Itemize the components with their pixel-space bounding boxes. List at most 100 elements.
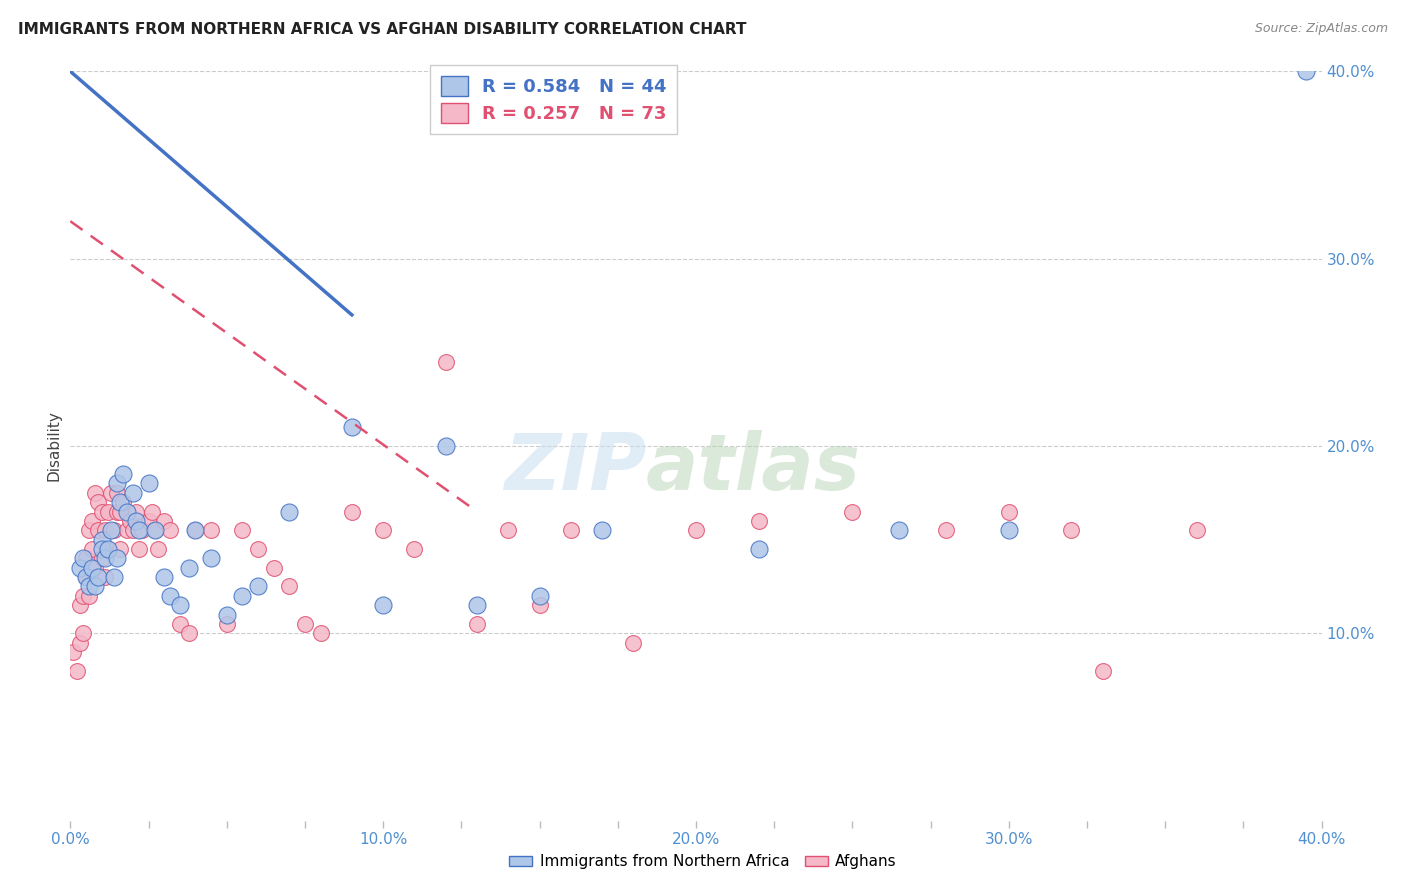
Point (77, 580, 100, 594)
Point (110, 495, 132, 509)
Point (215, 617, 238, 632)
Point (90, 551, 112, 566)
Point (179, 561, 201, 575)
Point (179, 626, 201, 640)
Point (1060, 524, 1083, 538)
Legend: R = 0.584   N = 44, R = 0.257   N = 73: R = 0.584 N = 44, R = 0.257 N = 73 (430, 65, 678, 134)
Point (87, 524, 110, 538)
Point (294, 617, 316, 632)
Point (97, 505, 120, 519)
Text: Source: ZipAtlas.com: Source: ZipAtlas.com (1254, 22, 1388, 36)
Point (997, 505, 1019, 519)
Point (465, 599, 488, 613)
Point (84, 580, 107, 594)
Point (112, 467, 135, 482)
Point (72, 551, 94, 566)
Point (115, 505, 138, 519)
Point (97, 542, 120, 557)
Text: IMMIGRANTS FROM NORTHERN AFRICA VS AFGHAN DISABILITY CORRELATION CHART: IMMIGRANTS FROM NORTHERN AFRICA VS AFGHA… (18, 22, 747, 37)
Point (82, 514, 104, 528)
Point (200, 551, 222, 566)
Point (184, 524, 207, 538)
Point (247, 580, 270, 594)
Point (621, 635, 644, 649)
Point (105, 551, 128, 566)
Point (128, 542, 150, 557)
Point (121, 524, 145, 538)
Point (90, 505, 112, 519)
Point (200, 524, 222, 538)
Point (371, 599, 394, 613)
Point (141, 505, 163, 519)
Point (75, 570, 97, 584)
Point (143, 524, 166, 538)
Point (169, 617, 191, 632)
Point (82, 561, 104, 575)
Point (591, 524, 613, 538)
Point (529, 599, 551, 613)
Point (131, 524, 153, 538)
Point (72, 589, 94, 603)
Point (748, 514, 770, 528)
Legend: Immigrants from Northern Africa, Afghans: Immigrants from Northern Africa, Afghans (503, 848, 903, 875)
Point (100, 524, 122, 538)
Point (93, 551, 115, 566)
Point (935, 524, 957, 538)
Point (110, 542, 132, 557)
Point (498, 524, 520, 538)
Point (309, 626, 332, 640)
Point (997, 524, 1019, 538)
Point (340, 505, 363, 519)
Point (72, 626, 94, 640)
Point (247, 542, 270, 557)
Point (110, 505, 132, 519)
Point (841, 505, 863, 519)
Point (146, 542, 169, 557)
Point (100, 486, 122, 500)
Point (560, 524, 582, 538)
Point (69, 561, 91, 575)
Point (62, 645, 84, 659)
Point (278, 580, 301, 594)
Point (371, 524, 394, 538)
Y-axis label: Disability: Disability (46, 410, 62, 482)
Point (263, 561, 285, 575)
Point (69, 599, 91, 613)
Point (82, 542, 104, 557)
Point (97, 542, 120, 557)
Point (69, 635, 91, 649)
Point (138, 514, 160, 528)
Point (231, 589, 253, 603)
Point (231, 524, 253, 538)
Point (77, 524, 100, 538)
Point (87, 495, 110, 509)
Point (105, 505, 128, 519)
Point (103, 524, 125, 538)
Text: ZIP: ZIP (503, 431, 645, 507)
Point (434, 355, 457, 369)
Point (90, 542, 112, 557)
Point (77, 589, 100, 603)
Point (215, 607, 238, 622)
Point (159, 524, 181, 538)
Point (434, 439, 457, 453)
Point (112, 495, 135, 509)
Point (169, 599, 191, 613)
Point (1185, 524, 1208, 538)
Point (90, 533, 112, 547)
Point (84, 486, 107, 500)
Point (93, 570, 115, 584)
Point (153, 570, 176, 584)
Point (93, 524, 115, 538)
Point (105, 486, 128, 500)
Point (105, 476, 128, 491)
Point (75, 570, 97, 584)
Point (153, 514, 176, 528)
Point (138, 476, 160, 491)
Point (84, 561, 107, 575)
Point (65, 664, 87, 678)
Point (121, 486, 145, 500)
Point (118, 514, 141, 528)
Point (1295, 64, 1317, 78)
Text: atlas: atlas (645, 431, 860, 507)
